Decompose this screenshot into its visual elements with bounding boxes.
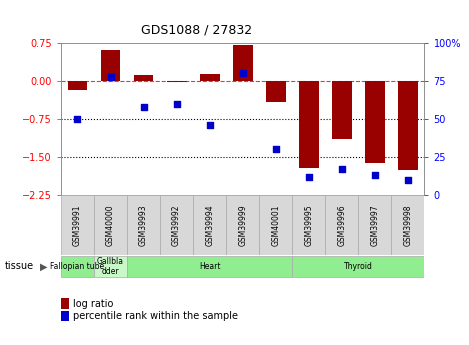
Bar <box>398 81 418 170</box>
Bar <box>292 256 424 277</box>
Bar <box>61 195 94 255</box>
Bar <box>392 195 424 255</box>
Text: percentile rank within the sample: percentile rank within the sample <box>73 311 238 321</box>
Bar <box>292 195 325 255</box>
Bar <box>259 195 292 255</box>
Bar <box>233 45 253 81</box>
Bar <box>325 195 358 255</box>
Bar <box>299 81 319 168</box>
Text: log ratio: log ratio <box>73 299 113 308</box>
Bar <box>332 81 352 139</box>
Bar <box>166 81 187 82</box>
Bar <box>193 195 226 255</box>
Text: GSM39996: GSM39996 <box>337 204 346 246</box>
Point <box>74 116 81 122</box>
Text: GSM39995: GSM39995 <box>304 204 313 246</box>
Point <box>305 174 312 179</box>
Text: ▶: ▶ <box>40 262 47 271</box>
Bar <box>127 256 292 277</box>
Bar <box>365 81 385 163</box>
Text: GSM39994: GSM39994 <box>205 204 214 246</box>
Text: GDS1088 / 27832: GDS1088 / 27832 <box>142 23 252 36</box>
Text: Thyroid: Thyroid <box>344 262 373 271</box>
Bar <box>160 195 193 255</box>
Bar <box>127 195 160 255</box>
Bar <box>226 195 259 255</box>
Bar <box>61 256 94 277</box>
Bar <box>94 256 127 277</box>
Text: tissue: tissue <box>5 262 34 271</box>
Text: GSM39997: GSM39997 <box>371 204 379 246</box>
Text: Gallbla
dder: Gallbla dder <box>97 257 124 276</box>
Text: GSM39999: GSM39999 <box>238 204 247 246</box>
Bar <box>94 195 127 255</box>
Bar <box>134 75 153 81</box>
Text: GSM39998: GSM39998 <box>403 204 412 246</box>
Point <box>338 166 346 172</box>
Point <box>404 177 412 183</box>
Point <box>173 101 181 107</box>
Text: GSM40001: GSM40001 <box>271 204 280 246</box>
Text: GSM39992: GSM39992 <box>172 204 181 246</box>
Point <box>371 172 378 178</box>
Point <box>239 71 247 76</box>
Text: GSM39993: GSM39993 <box>139 204 148 246</box>
Point <box>140 104 147 110</box>
Bar <box>68 81 87 90</box>
Text: GSM39991: GSM39991 <box>73 204 82 246</box>
Bar <box>200 74 219 81</box>
Point <box>107 74 114 79</box>
Bar <box>101 50 121 81</box>
Bar <box>266 81 286 102</box>
Text: GSM40000: GSM40000 <box>106 204 115 246</box>
Point <box>206 122 213 128</box>
Text: Heart: Heart <box>199 262 220 271</box>
Bar <box>358 195 392 255</box>
Point <box>272 147 280 152</box>
Text: Fallopian tube: Fallopian tube <box>51 262 105 271</box>
